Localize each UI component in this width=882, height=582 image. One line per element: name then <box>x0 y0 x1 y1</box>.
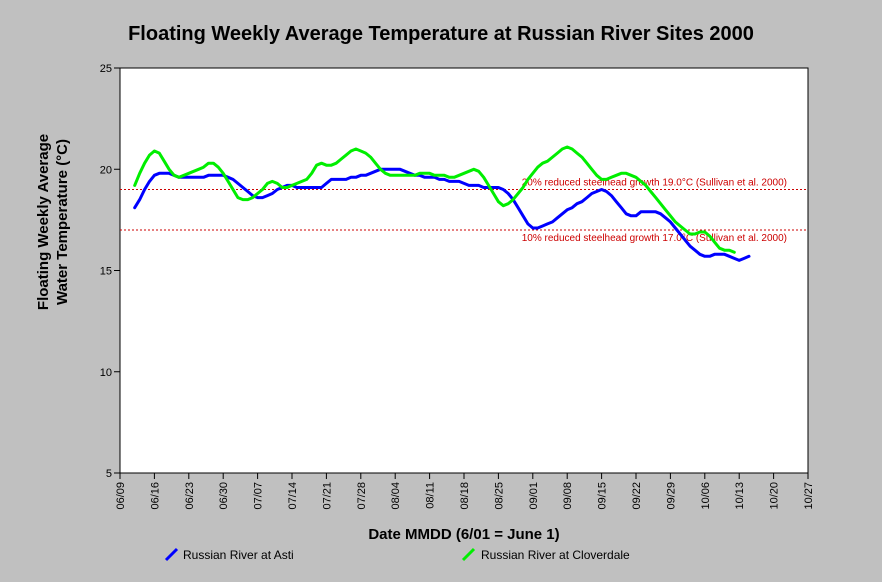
x-tick-label: 10/27 <box>803 482 815 510</box>
x-tick-label: 07/07 <box>253 482 265 510</box>
x-axis-label: Date MMDD (6/01 = June 1) <box>368 526 559 543</box>
series-line <box>133 167 751 262</box>
x-tick-label: 10/13 <box>734 482 746 510</box>
chart-title: Floating Weekly Average Temperature at R… <box>128 23 754 45</box>
x-tick-label: 08/25 <box>493 482 505 510</box>
x-tick-label: 10/06 <box>700 482 712 510</box>
x-tick-label: 06/30 <box>218 482 230 510</box>
legend-swatch-cloverdale <box>461 547 476 562</box>
x-tick-label: 09/01 <box>528 482 540 510</box>
reference-line-label: 20% reduced steelhead growth 19.0°C (Sul… <box>522 178 787 189</box>
y-tick-label: 10 <box>100 367 112 379</box>
reference-lines: 20% reduced steelhead growth 19.0°C (Sul… <box>120 178 808 244</box>
x-tick-label: 09/29 <box>665 482 677 510</box>
y-tick-label: 5 <box>106 468 112 480</box>
reference-line-label: 10% reduced steelhead growth 17.0°C (Sul… <box>522 233 787 244</box>
x-tick-label: 09/15 <box>597 482 609 510</box>
x-tick-label: 07/21 <box>321 482 333 510</box>
x-tick-label: 09/22 <box>631 482 643 510</box>
y-tick-label: 15 <box>100 266 112 278</box>
plot-area <box>119 67 809 474</box>
x-tick-label: 06/23 <box>184 482 196 510</box>
legend-swatch-asti <box>164 547 179 562</box>
x-tick-label: 08/11 <box>425 482 437 509</box>
y-tick-label: 25 <box>100 63 112 75</box>
y-axis: 5 10 15 20 25 <box>100 63 120 480</box>
y-tick-label: 20 <box>100 164 112 176</box>
y-axis-label-line-2: Water Temperature (°C) <box>54 139 71 305</box>
legend: Russian River at Asti Russian River at C… <box>164 547 630 562</box>
x-tick-label: 06/16 <box>149 482 161 510</box>
x-tick-label: 09/08 <box>562 482 574 510</box>
x-tick-label: 10/20 <box>769 482 781 510</box>
x-tick-label: 08/04 <box>390 482 402 510</box>
series-lines <box>133 145 751 262</box>
x-tick-label: 06/09 <box>115 482 127 510</box>
x-tick-label: 08/18 <box>459 482 471 510</box>
x-tick-label: 07/28 <box>356 482 368 510</box>
x-axis: 06/09 06/16 06/23 06/30 07/07 07/14 07/21 07/28… <box>115 473 815 510</box>
series-line <box>133 145 736 254</box>
legend-label-asti: Russian River at Asti <box>183 548 294 562</box>
x-tick-label: 07/14 <box>287 482 299 510</box>
legend-label-cloverdale: Russian River at Cloverdale <box>481 548 630 562</box>
y-axis-label-line-1: Floating Weekly Average <box>35 134 52 310</box>
